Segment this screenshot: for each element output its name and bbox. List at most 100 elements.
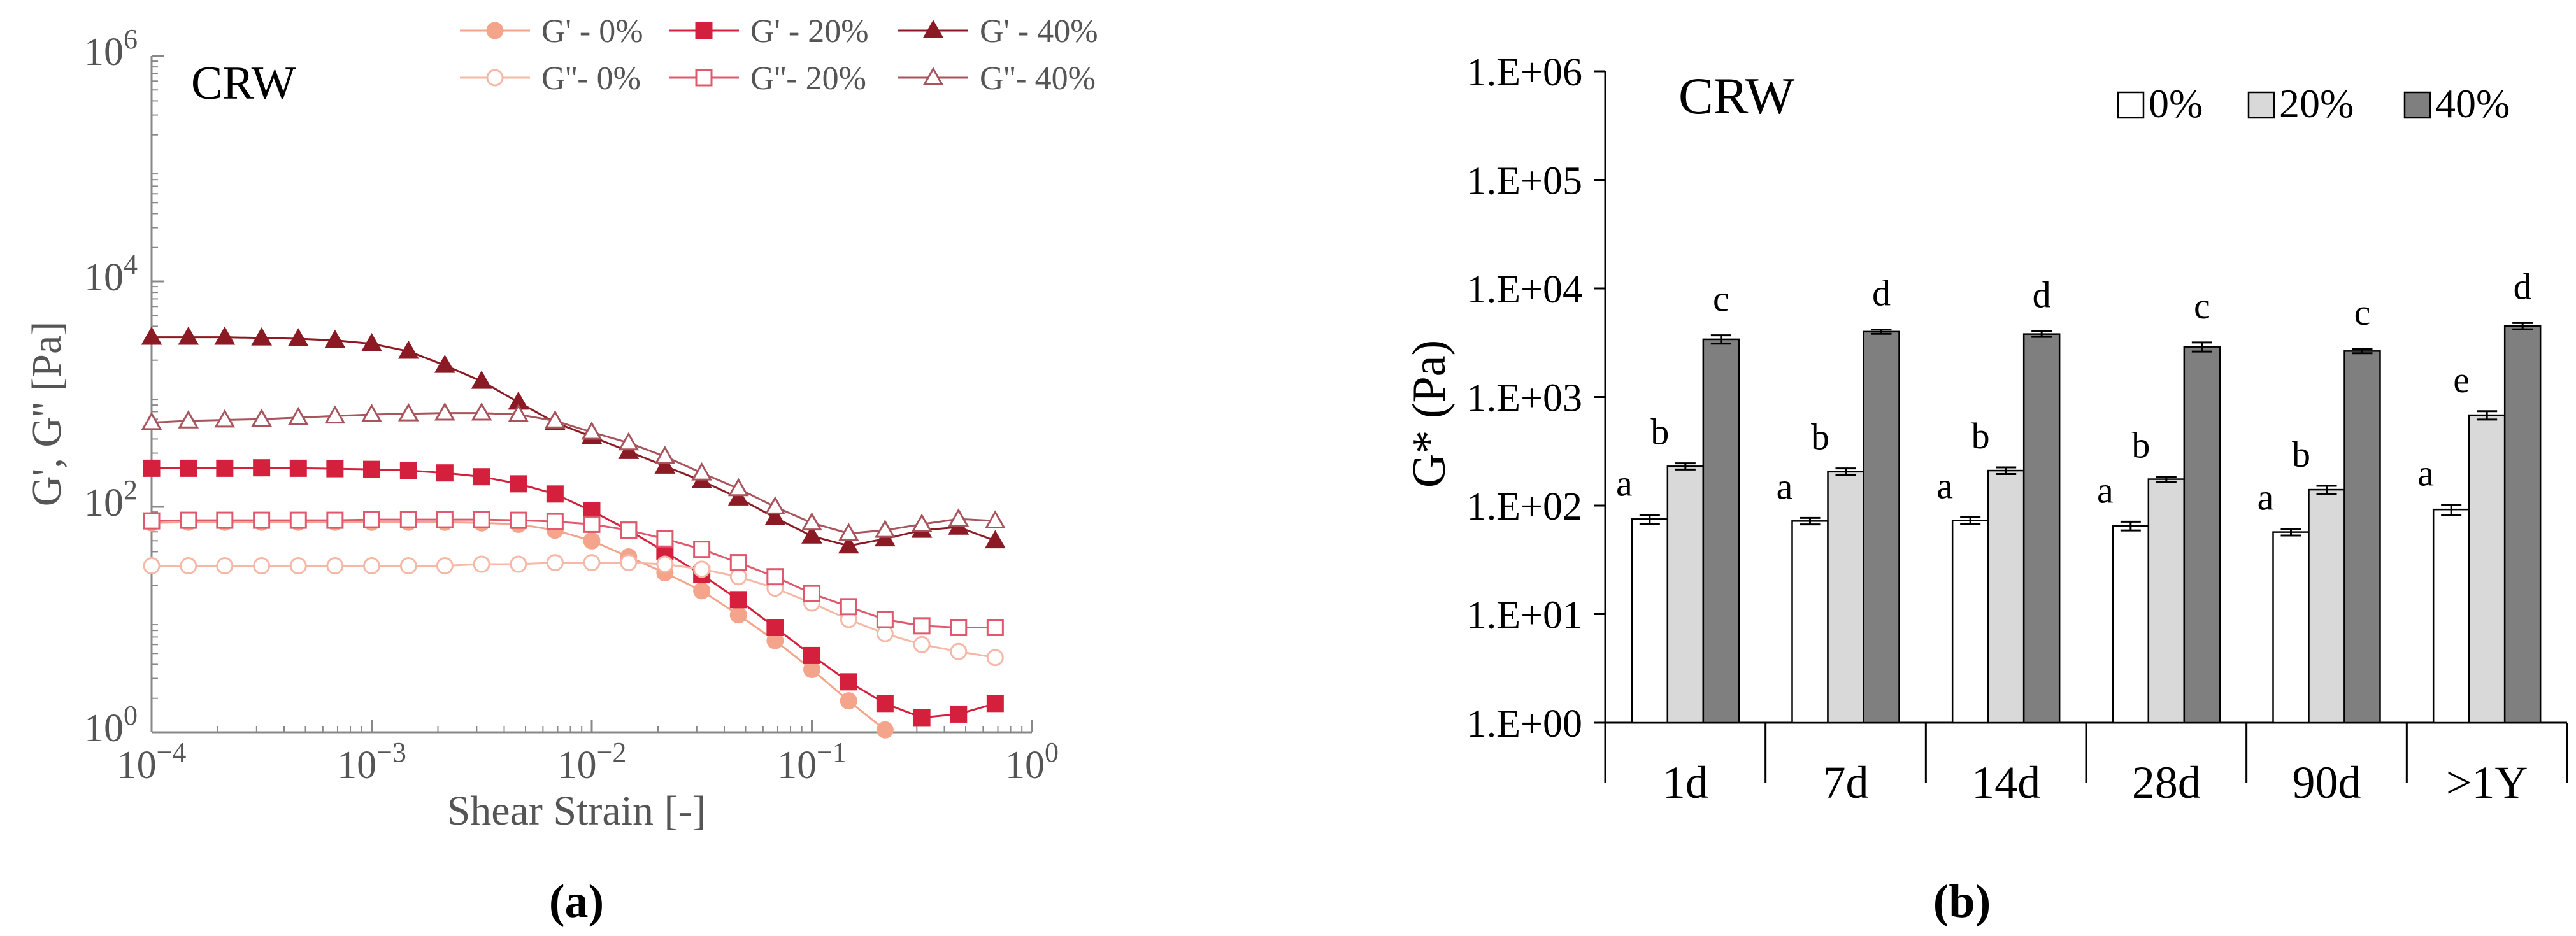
panel-a-data-point: [948, 508, 970, 527]
panel-a-data-point: [363, 460, 380, 478]
panel-a-chart-title: CRW: [191, 57, 296, 110]
panel-a-series-line: [152, 467, 996, 719]
panel-a-data-point: [986, 695, 1004, 713]
panel-a-data-point: [289, 459, 307, 477]
panel-b-chart-title: CRW: [1678, 67, 1795, 125]
panel-a-data-point: [253, 511, 271, 529]
panel-a-data-point: [143, 557, 161, 575]
panel-a-legend-marker: [922, 67, 944, 85]
panel-a-legend-marker: [922, 20, 944, 38]
panel-a-y-tick-label: 100: [84, 700, 138, 750]
panel-b-bar: [2308, 488, 2345, 724]
panel-a-data-point: [766, 618, 784, 636]
panel-b-significance-letter: a: [1616, 463, 1633, 504]
panel-b-significance-letter: b: [1650, 411, 1669, 453]
panel-a-data-point: [618, 441, 640, 459]
panel-a-data-point: [510, 475, 527, 493]
panel-a-data-point: [766, 568, 784, 586]
panel-a-data-point: [876, 695, 894, 713]
panel-a-y-tick-label: 102: [84, 474, 138, 525]
panel-b-bar: [2503, 325, 2542, 724]
panel-a-series: [143, 459, 1004, 727]
panel-a-legend-label: G' - 20%: [750, 13, 869, 50]
panel-a-data-point: [399, 462, 417, 479]
panel-a-data-point: [693, 541, 711, 558]
panel-a-y-tick-label: 104: [84, 249, 138, 299]
panel-a-data-point: [984, 530, 1006, 549]
panel-a-line-chart: 10−4 10−3 10−2 10−1 100 100 102 104 106 CRW G' -…: [24, 13, 1098, 928]
panel-a-legend-label: G''- 40%: [980, 60, 1096, 97]
panel-a-data-point: [471, 402, 492, 421]
panel-a-data-point: [143, 459, 161, 477]
panel-a-data-point: [691, 462, 713, 481]
panel-b-legend: 0% 20% 40%: [2117, 81, 2510, 126]
panel-b-significance-letter: c: [1713, 278, 1729, 320]
panel-a-data-point: [178, 410, 199, 429]
panel-a-data-point: [840, 692, 857, 710]
panel-b-category-label: 14d: [1971, 757, 2040, 808]
panel-b-label: (b): [1933, 876, 1991, 928]
panel-b-legend-item: 20%: [2247, 81, 2354, 126]
panel-a-data-point: [950, 618, 968, 636]
panel-a-data-point: [729, 568, 747, 586]
panel-a-data-point: [764, 496, 786, 514]
panel-a-data-point: [913, 635, 931, 653]
panel-a-legend-item: G''- 0%: [460, 60, 641, 97]
panel-a-data-point: [510, 555, 527, 573]
panel-a-data-point: [986, 618, 1004, 636]
panel-a-data-point: [180, 511, 197, 529]
panel-a-data-point: [399, 557, 417, 575]
panel-b-bar: [1666, 465, 1705, 724]
panel-a-series-line: [152, 336, 996, 547]
panel-b-legend-label: 40%: [2435, 81, 2510, 126]
panel-b-bar-chart: 1.E+00 1.E+01 1.E+02 1.E+03 1.E+04 1.E+05 1.E+…: [1403, 51, 2568, 928]
panel-b-y-tick-label: 1.E+02: [1467, 485, 1582, 528]
panel-a-data-point: [214, 326, 236, 345]
panel-b-bar: [2112, 525, 2150, 724]
panel-a-legend-label: G''- 20%: [750, 60, 866, 97]
panel-a-data-point: [180, 459, 197, 477]
panel-a-data-point: [508, 404, 529, 422]
panel-a-legend-item: G''- 20%: [669, 60, 866, 97]
panel-a-data-point: [546, 485, 564, 503]
panel-b-y-tick-label: 1.E+03: [1467, 377, 1582, 420]
panel-b-significance-letter: a: [2097, 469, 2114, 511]
panel-b-y-tick-label: 1.E+00: [1467, 702, 1582, 746]
panel-b-significance-letter: a: [1936, 465, 1953, 506]
panel-a-data-point: [840, 598, 857, 616]
panel-b-bar: [1827, 471, 1864, 724]
panel-a-data-point: [216, 511, 234, 529]
panel-a-data-point: [289, 557, 307, 575]
panel-b-bar: [1951, 520, 1989, 724]
panel-b-category-label: 7d: [1823, 757, 1869, 808]
panel-a-data-point: [803, 661, 820, 679]
panel-a-data-point: [838, 535, 859, 554]
panel-a-data-point: [618, 432, 640, 451]
panel-a-data-point: [214, 409, 236, 428]
panel-a-data-point: [361, 333, 382, 351]
panel-b-significance-letter: d: [2514, 266, 2532, 307]
panel-b-significance-letter: d: [1872, 273, 1891, 314]
panel-a-data-point: [253, 557, 271, 575]
panel-a-data-point: [876, 625, 894, 642]
panel-a-data-point: [180, 557, 197, 575]
panel-b-axes: 1.E+00 1.E+01 1.E+02 1.E+03 1.E+04 1.E+05 1.E+…: [1467, 51, 2568, 808]
panel-a-data-point: [287, 328, 309, 346]
panel-b-y-tick-label: 1.E+05: [1467, 160, 1582, 203]
panel-a-data-point: [654, 446, 676, 464]
panel-a-x-tick-label: 10−4: [117, 737, 187, 787]
panel-b-category-label: 28d: [2132, 757, 2201, 808]
panel-a-data-point: [324, 329, 346, 348]
panel-a-series-line: [152, 562, 996, 659]
panel-a-legend-marker: [695, 69, 713, 87]
panel-a-y-axis-label: G', G'' [Pa]: [24, 322, 70, 506]
panel-a-legend-item: G' - 40%: [898, 13, 1098, 50]
panel-a-data-point: [803, 646, 820, 664]
panel-a-data-point: [656, 530, 674, 548]
panel-a-axes: 10−4 10−3 10−2 10−1 100 100 102 104 106: [84, 24, 1059, 787]
panel-b-category-label: 90d: [2293, 757, 2361, 808]
panel-a-legend: G' - 0% G' - 20% G' - 40% G''- 0% G''- 20% G'…: [460, 13, 1098, 97]
panel-a-data-point: [324, 405, 346, 424]
panel-a-data-point: [473, 511, 490, 528]
